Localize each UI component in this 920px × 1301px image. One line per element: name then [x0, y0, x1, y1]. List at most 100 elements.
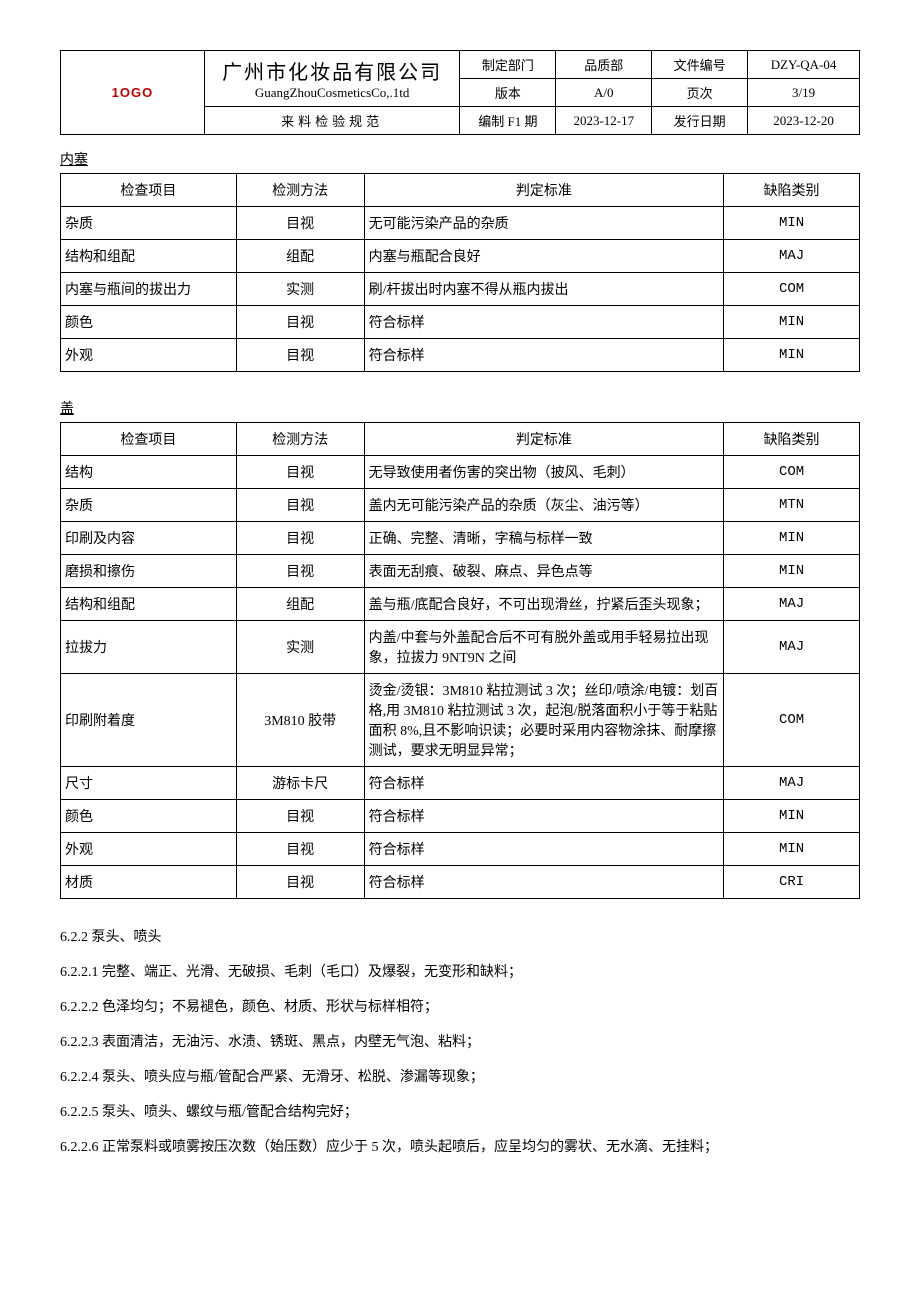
cell-item: 外观: [61, 833, 237, 866]
table-row: 结构和组配组配内塞与瓶配合良好MAJ: [61, 240, 860, 273]
label-dept: 制定部门: [460, 51, 556, 79]
value-version: A/0: [556, 79, 652, 107]
cell-method: 游标卡尺: [236, 767, 364, 800]
label-issue-date: 发行日期: [652, 107, 748, 135]
cell-item: 杂质: [61, 489, 237, 522]
cell-item: 印刷及内容: [61, 522, 237, 555]
cell-item: 尺寸: [61, 767, 237, 800]
cell-defect: MIN: [724, 800, 860, 833]
cell-defect: MTN: [724, 489, 860, 522]
table-row: 印刷及内容目视正确、完整、清晰，字稿与标样一致MIN: [61, 522, 860, 555]
company-name-cn: 广州市化妆品有限公司: [211, 56, 454, 85]
value-docno: DZY-QA-04: [748, 51, 860, 79]
cell-method: 目视: [236, 522, 364, 555]
cell-item: 颜色: [61, 306, 237, 339]
cell-method: 目视: [236, 339, 364, 372]
th-standard: 判定标准: [364, 174, 724, 207]
value-issue-date: 2023-12-20: [748, 107, 860, 135]
cell-defect: MAJ: [724, 588, 860, 621]
cell-standard: 正确、完整、清晰，字稿与标样一致: [364, 522, 724, 555]
value-dept: 品质部: [556, 51, 652, 79]
label-make-date: 编制 F1 期: [460, 107, 556, 135]
cell-standard: 符合标样: [364, 339, 724, 372]
cell-item: 结构和组配: [61, 240, 237, 273]
cell-item: 结构和组配: [61, 588, 237, 621]
label-docno: 文件编号: [652, 51, 748, 79]
cell-defect: MIN: [724, 555, 860, 588]
cell-standard: 烫金/烫银：3M810 粘拉测试 3 次；丝印/喷涂/电镀：划百格,用 3M81…: [364, 674, 724, 767]
cell-method: 组配: [236, 588, 364, 621]
spec-line: 6.2.2.4 泵头、喷头应与瓶/管配合严紧、无滑牙、松脱、渗漏等现象；: [60, 1067, 860, 1088]
table-row: 结构目视无导致使用者伤害的突出物（披风、毛刺）COM: [61, 456, 860, 489]
spec-line: 6.2.2.3 表面清洁，无油污、水渍、锈斑、黑点，内壁无气泡、粘料；: [60, 1032, 860, 1053]
document-title: 来料检验规范: [204, 107, 460, 135]
th-defect: 缺陷类别: [724, 423, 860, 456]
cell-defect: MIN: [724, 207, 860, 240]
table-row: 磨损和擦伤目视表面无刮痕、破裂、麻点、异色点等MIN: [61, 555, 860, 588]
spec-line: 6.2.2.1 完整、端正、光滑、无破损、毛刺（毛口）及爆裂，无变形和缺料；: [60, 962, 860, 983]
cell-standard: 盖与瓶/底配合良好，不可出现滑丝，拧紧后歪头现象；: [364, 588, 724, 621]
cell-defect: MAJ: [724, 240, 860, 273]
logo: 1OGO: [61, 51, 205, 135]
cell-method: 目视: [236, 866, 364, 899]
cell-method: 目视: [236, 833, 364, 866]
cell-standard: 表面无刮痕、破裂、麻点、异色点等: [364, 555, 724, 588]
cell-standard: 符合标样: [364, 767, 724, 800]
cell-item: 内塞与瓶间的拔出力: [61, 273, 237, 306]
spec-paragraphs: 6.2.2 泵头、喷头 6.2.2.1 完整、端正、光滑、无破损、毛刺（毛口）及爆…: [60, 927, 860, 1158]
table-row: 杂质目视盖内无可能污染产品的杂质（灰尘、油污等）MTN: [61, 489, 860, 522]
cell-standard: 盖内无可能污染产品的杂质（灰尘、油污等）: [364, 489, 724, 522]
cell-defect: MIN: [724, 522, 860, 555]
cell-method: 目视: [236, 207, 364, 240]
spec-line: 6.2.2.5 泵头、喷头、螺纹与瓶/管配合结构完好；: [60, 1102, 860, 1123]
table-row: 杂质目视无可能污染产品的杂质MIN: [61, 207, 860, 240]
cell-item: 颜色: [61, 800, 237, 833]
th-standard: 判定标准: [364, 423, 724, 456]
label-version: 版本: [460, 79, 556, 107]
cell-item: 结构: [61, 456, 237, 489]
cell-standard: 符合标样: [364, 833, 724, 866]
spec-line: 6.2.2.6 正常泵料或喷雾按压次数（始压数）应少于 5 次，喷头起喷后，应呈…: [60, 1137, 860, 1158]
table-row: 内塞与瓶间的拔出力实测刷/杆拔出时内塞不得从瓶内拔出COM: [61, 273, 860, 306]
cell-standard: 内盖/中套与外盖配合后不可有脱外盖或用手轻易拉出现象，拉拔力 9NT9N 之间: [364, 621, 724, 674]
cell-method: 3M810 胶带: [236, 674, 364, 767]
th-defect: 缺陷类别: [724, 174, 860, 207]
cell-item: 杂质: [61, 207, 237, 240]
cell-defect: COM: [724, 273, 860, 306]
cell-method: 实测: [236, 621, 364, 674]
cell-defect: COM: [724, 456, 860, 489]
th-item: 检查项目: [61, 423, 237, 456]
cell-defect: MIN: [724, 339, 860, 372]
cell-method: 目视: [236, 489, 364, 522]
cell-defect: MAJ: [724, 621, 860, 674]
inspection-table-neisai: 检查项目 检测方法 判定标准 缺陷类别 杂质目视无可能污染产品的杂质MIN结构和…: [60, 173, 860, 372]
table-row: 拉拔力实测内盖/中套与外盖配合后不可有脱外盖或用手轻易拉出现象，拉拔力 9NT9…: [61, 621, 860, 674]
cell-method: 实测: [236, 273, 364, 306]
cell-method: 目视: [236, 800, 364, 833]
cell-standard: 符合标样: [364, 866, 724, 899]
cell-standard: 符合标样: [364, 800, 724, 833]
table-row: 材质目视符合标样CRI: [61, 866, 860, 899]
value-make-date: 2023-12-17: [556, 107, 652, 135]
cell-method: 组配: [236, 240, 364, 273]
cell-item: 印刷附着度: [61, 674, 237, 767]
table-row: 外观目视符合标样MIN: [61, 833, 860, 866]
th-method: 检测方法: [236, 423, 364, 456]
cell-standard: 刷/杆拔出时内塞不得从瓶内拔出: [364, 273, 724, 306]
th-method: 检测方法: [236, 174, 364, 207]
cell-standard: 无可能污染产品的杂质: [364, 207, 724, 240]
cell-item: 外观: [61, 339, 237, 372]
table-row: 尺寸游标卡尺符合标样MAJ: [61, 767, 860, 800]
cell-standard: 符合标样: [364, 306, 724, 339]
cell-standard: 内塞与瓶配合良好: [364, 240, 724, 273]
spec-line: 6.2.2.2 色泽均匀；不易褪色，颜色、材质、形状与标样相符；: [60, 997, 860, 1018]
cell-standard: 无导致使用者伤害的突出物（披风、毛刺）: [364, 456, 724, 489]
cell-defect: MAJ: [724, 767, 860, 800]
cell-defect: MIN: [724, 833, 860, 866]
cell-defect: COM: [724, 674, 860, 767]
spec-line: 6.2.2 泵头、喷头: [60, 927, 860, 948]
cell-item: 磨损和擦伤: [61, 555, 237, 588]
inspection-table-gai: 检查项目 检测方法 判定标准 缺陷类别 结构目视无导致使用者伤害的突出物（披风、…: [60, 422, 860, 899]
document-header: 1OGO 广州市化妆品有限公司 GuangZhouCosmeticsCo,.1t…: [60, 50, 860, 135]
cell-item: 材质: [61, 866, 237, 899]
